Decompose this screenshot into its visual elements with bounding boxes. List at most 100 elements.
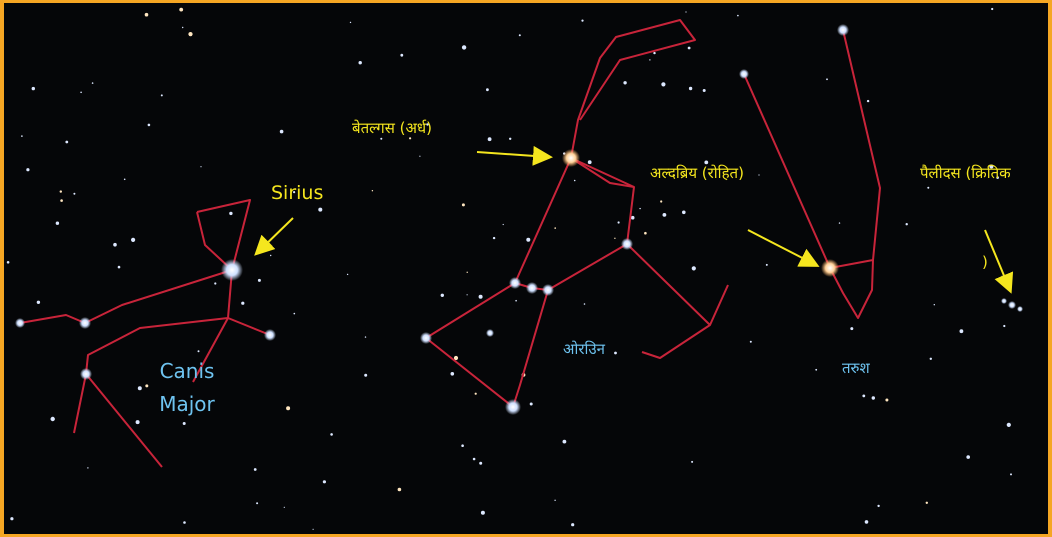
star [1007,423,1011,427]
star [409,137,411,139]
star [183,521,186,524]
star [639,208,640,209]
star [221,259,243,281]
star [145,13,149,17]
star [631,216,635,220]
star [649,59,650,60]
star [692,266,696,270]
aldebaran-label: अल्दब्रिय (रोहित) [650,164,744,182]
star [26,168,29,171]
star [479,462,482,465]
star [475,393,477,395]
star [372,190,373,191]
star [270,255,271,256]
star [323,480,326,483]
star [571,523,574,526]
star [885,399,888,402]
star [821,259,839,277]
star [1008,301,1016,309]
star [691,461,693,463]
star [581,20,583,22]
star [21,135,23,137]
star [685,11,686,12]
star [313,529,314,530]
star [138,386,142,390]
star [182,27,183,28]
star [80,92,82,94]
star [113,243,117,247]
star [148,124,151,127]
taurus-label: तरुश [842,359,871,377]
star [867,100,869,102]
star [530,403,533,406]
star [862,395,865,398]
star [359,61,362,64]
canis-major-label: Major [159,392,215,416]
star [926,502,928,504]
star [37,301,40,304]
star [400,54,403,57]
star [815,369,817,371]
star [15,318,25,328]
star [562,149,580,167]
star [10,517,13,520]
star [542,284,554,296]
star [398,488,402,492]
star [960,329,964,333]
star [966,455,970,459]
star [229,212,232,215]
star [750,341,752,343]
star [614,238,615,239]
star [87,467,88,468]
star [136,420,140,424]
star [481,511,485,515]
star [588,160,592,164]
star [479,295,483,299]
star [32,87,35,90]
star [850,327,853,330]
star [131,238,135,242]
star [254,468,257,471]
star [614,352,617,355]
star [60,199,63,202]
star [420,332,432,344]
star [563,440,567,444]
star [441,294,444,297]
star [347,274,348,275]
star [51,417,55,421]
star [280,130,284,134]
star [519,34,521,36]
star [161,94,163,96]
star [380,138,382,140]
star [682,211,686,215]
star [865,520,869,524]
star [826,78,828,80]
star [214,282,216,284]
star [118,266,121,269]
star [509,138,511,140]
star [766,264,768,266]
star [623,81,626,84]
star [92,82,94,84]
star [198,350,200,352]
star [584,303,586,305]
star [934,304,935,305]
star [621,238,633,250]
star [688,47,691,50]
star [7,261,10,264]
star [526,238,530,242]
star [1010,473,1012,475]
star [73,193,75,195]
star [365,336,366,337]
star [739,69,749,79]
star [188,32,192,36]
star [618,221,620,223]
star [486,329,494,337]
star [1003,325,1005,327]
star [661,82,665,86]
star [179,8,183,12]
star [505,399,521,415]
star [509,277,521,289]
star [663,213,667,217]
star [258,279,261,282]
